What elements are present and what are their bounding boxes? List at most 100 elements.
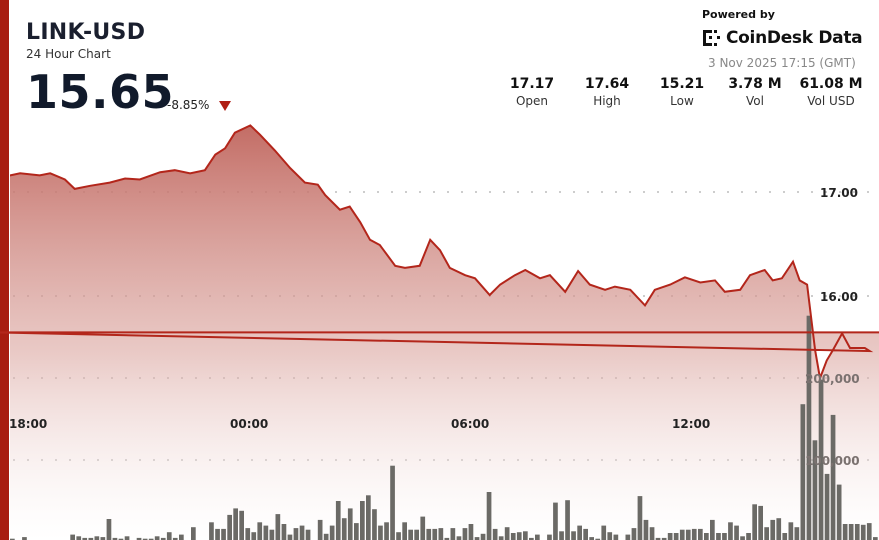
volume-bar: [366, 495, 371, 540]
volume-bar: [154, 536, 160, 540]
grid-dot: [811, 295, 813, 297]
page-title: LINK-USD: [26, 20, 146, 45]
volume-bar: [873, 537, 878, 540]
volume-bar: [354, 523, 359, 540]
volume-bar: [317, 519, 323, 540]
volume-bar: [384, 522, 389, 540]
volume-bar: [70, 534, 75, 540]
grid-dot: [727, 191, 729, 193]
volume-bar: [420, 516, 426, 540]
grid-dot: [657, 191, 659, 193]
volume-bar: [22, 537, 27, 540]
volume-bar: [583, 528, 588, 540]
volume-bar: [432, 528, 438, 540]
grid-dot: [489, 191, 491, 193]
volume-bar: [498, 536, 504, 540]
powered-by-label: Powered by: [702, 8, 775, 21]
grid-dot: [615, 191, 617, 193]
volume-bar: [100, 537, 106, 540]
price-tick-label: 17.00: [820, 186, 858, 200]
volume-bar: [136, 537, 142, 540]
volume-bar: [661, 537, 667, 540]
grid-dot: [517, 191, 519, 193]
grid-dot: [839, 295, 841, 297]
volume-bar: [76, 536, 82, 540]
volume-bar: [438, 528, 444, 540]
volume-bar: [691, 528, 697, 540]
x-tick-label: 18:00: [9, 417, 47, 431]
volume-bar: [106, 519, 112, 540]
volume-bar: [595, 538, 601, 540]
stat-value: 17.64: [584, 76, 630, 92]
volume-bar: [239, 510, 244, 540]
volume-bar: [740, 536, 745, 540]
grid-dot: [377, 191, 379, 193]
volume-bar: [444, 537, 450, 540]
grid-dot: [559, 191, 561, 193]
brand-logo: CoinDesk Data: [702, 28, 863, 48]
grid-dot: [573, 191, 575, 193]
stat-vol: 3.78 M Vol: [725, 76, 785, 108]
grid-dot: [475, 191, 477, 193]
volume-bar: [516, 532, 522, 540]
volume-bar: [142, 538, 148, 540]
stat-value: 3.78 M: [728, 76, 782, 92]
volume-bar: [637, 496, 643, 540]
stat-value: 15.21: [659, 76, 705, 92]
volume-bar: [752, 504, 757, 540]
volume-bar: [577, 525, 582, 540]
volume-bar: [613, 534, 619, 540]
volume-bar: [631, 528, 637, 540]
volume-bar: [824, 473, 830, 540]
volume-bar: [770, 519, 776, 540]
volume-bar: [818, 379, 824, 540]
volume-bar: [215, 528, 220, 540]
volume-bar: [535, 534, 540, 540]
volume-bar: [589, 537, 594, 540]
volume-bar: [547, 534, 552, 540]
grid-dot: [531, 191, 533, 193]
volume-bar: [480, 533, 486, 540]
volume-bar: [625, 534, 631, 540]
volume-bar: [172, 537, 178, 540]
volume-bar: [257, 522, 263, 540]
chart-subtitle: 24 Hour Chart: [26, 47, 111, 61]
volume-bar: [305, 529, 311, 540]
volume-bar: [82, 537, 88, 540]
volume-bar: [94, 536, 100, 540]
price-line: [0, 124, 879, 382]
volume-bar: [124, 536, 130, 540]
volume-bar: [782, 533, 788, 540]
grid-dot: [685, 191, 687, 193]
volume-bar: [492, 528, 498, 540]
volume-bar: [698, 528, 703, 540]
volume-bar: [372, 509, 377, 540]
volume-bar: [559, 531, 564, 540]
grid-dot: [335, 191, 337, 193]
volume-bar: [565, 500, 570, 540]
volume-bar: [722, 533, 727, 540]
volume-bar: [287, 534, 293, 540]
current-price: 15.65: [26, 65, 175, 119]
stat-label: Low: [670, 94, 694, 108]
stat-value: 61.08 M: [799, 76, 863, 92]
x-tick-label: 00:00: [230, 417, 268, 431]
grid-dot: [811, 191, 813, 193]
volume-bar: [643, 519, 649, 540]
volume-bar: [504, 527, 510, 540]
stat-label: Vol USD: [807, 94, 855, 108]
volume-bar: [649, 527, 655, 540]
grid-dot: [853, 191, 855, 193]
volume-bar: [788, 522, 794, 540]
volume-bar: [667, 533, 673, 540]
grid-dot: [741, 191, 743, 193]
grid-dot: [391, 191, 393, 193]
volume-bar: [523, 531, 528, 540]
volume-bar: [269, 529, 275, 540]
volume-bar: [360, 501, 365, 540]
volume-bar: [734, 525, 739, 540]
volume-bar: [148, 538, 154, 540]
volume-bar: [408, 529, 413, 540]
volume-bar: [830, 414, 836, 540]
